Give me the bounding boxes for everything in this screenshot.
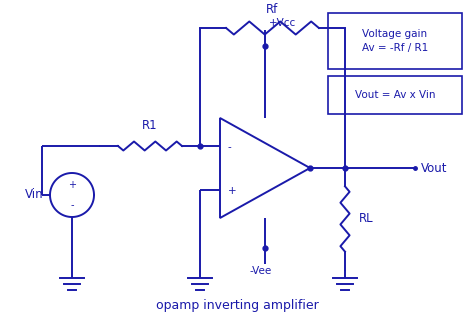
Text: Rf: Rf <box>266 3 279 16</box>
Text: -Vee: -Vee <box>250 266 272 276</box>
Text: Vout = Av x Vin: Vout = Av x Vin <box>355 90 435 100</box>
Text: Voltage gain
Av = -Rf / R1: Voltage gain Av = -Rf / R1 <box>362 29 428 53</box>
FancyBboxPatch shape <box>328 76 462 114</box>
Text: +: + <box>68 180 76 190</box>
Text: RL: RL <box>359 212 374 225</box>
Text: -: - <box>228 142 232 152</box>
FancyBboxPatch shape <box>328 13 462 69</box>
Text: opamp inverting amplifier: opamp inverting amplifier <box>155 299 319 312</box>
Text: Vin: Vin <box>25 189 43 202</box>
Text: +Vcc: +Vcc <box>269 18 296 28</box>
Text: R1: R1 <box>142 119 158 132</box>
Text: -: - <box>70 200 74 210</box>
Text: Vout: Vout <box>421 161 447 174</box>
Text: +: + <box>228 186 237 196</box>
